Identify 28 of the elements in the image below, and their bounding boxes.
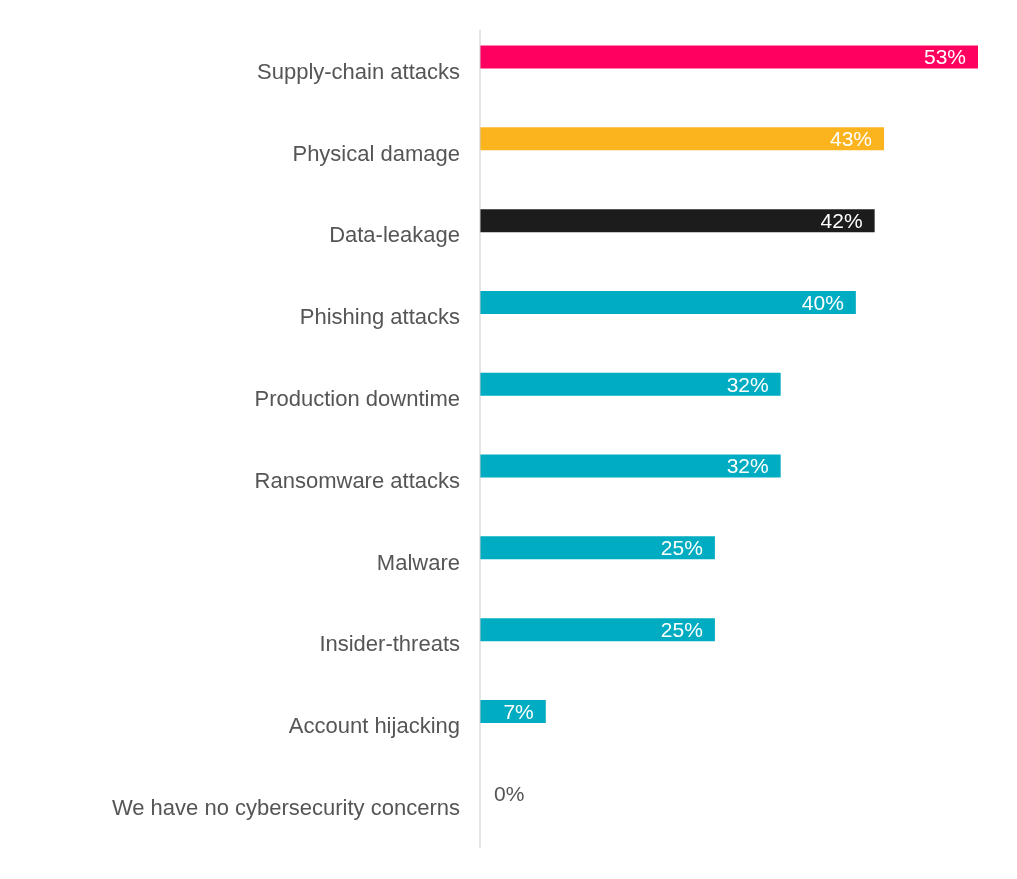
bar bbox=[480, 290, 856, 314]
bar bbox=[480, 209, 875, 233]
y-tick-label: Account hijacking bbox=[288, 713, 460, 739]
bar bbox=[480, 454, 781, 478]
y-tick-label: Malware bbox=[376, 549, 460, 575]
data-label: 40% bbox=[801, 290, 844, 314]
data-label: 53% bbox=[923, 45, 966, 69]
y-tick-label: Phishing attacks bbox=[299, 304, 460, 330]
y-tick-label: Data-leakage bbox=[329, 222, 460, 248]
bar bbox=[480, 536, 715, 560]
bar bbox=[480, 618, 715, 642]
data-label: 0% bbox=[494, 781, 525, 805]
data-label: 7% bbox=[503, 699, 534, 723]
data-label: 43% bbox=[830, 127, 873, 151]
y-tick-label: Ransomware attacks bbox=[254, 467, 460, 493]
y-tick-label: Supply-chain attacks bbox=[257, 58, 460, 84]
data-label: 42% bbox=[820, 208, 863, 232]
bar bbox=[480, 45, 978, 69]
bar bbox=[480, 372, 781, 396]
y-tick-label: Insider-threats bbox=[319, 631, 460, 657]
y-tick-label: Physical damage bbox=[292, 140, 460, 166]
data-label: 32% bbox=[726, 454, 769, 478]
data-label: 25% bbox=[660, 617, 703, 641]
data-label: 25% bbox=[660, 536, 703, 560]
data-label: 32% bbox=[726, 372, 769, 396]
y-tick-label: Production downtime bbox=[254, 385, 460, 411]
bar bbox=[480, 127, 885, 151]
y-tick-label: We have no cybersecurity concerns bbox=[111, 794, 460, 820]
